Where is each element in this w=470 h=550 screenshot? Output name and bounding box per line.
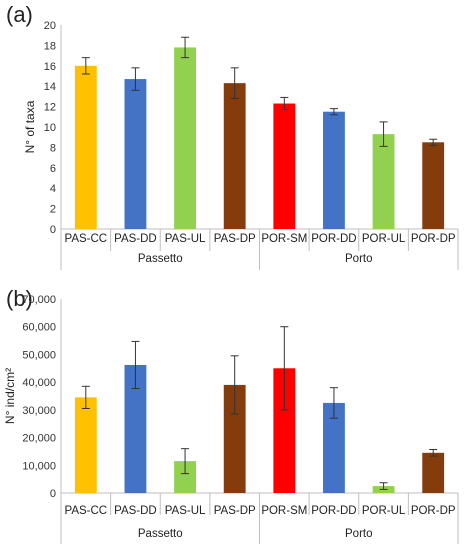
bar-pas-dd [124,79,147,229]
x-tick-label: PAS-UL [165,233,206,245]
x-tick-label: POR-SM [261,233,307,245]
x-tick-label: POR-DD [311,505,356,517]
y-tick-label: 30,000 [22,405,56,417]
bar-por-dd [323,402,345,493]
x-tick-label: POR-DP [411,505,456,517]
bar-por-dd [323,111,345,229]
y-tick-label: 10 [44,122,56,134]
y-tick-label: 10,000 [22,460,56,472]
chart-panel-b: (b) N° ind/cm² 0 10,000 20,000 30,000 40,000 50… [3,286,459,544]
y-tick-label: 6 [50,163,56,175]
x-tick-label: PAS-DD [114,505,157,517]
bar-por-sm [273,368,296,493]
x-tick-label: POR-DD [311,233,356,245]
x-tick-label: POR-UL [362,505,406,517]
panel-label: (a) [6,2,33,27]
chart-panel-a: (a) N° of taxa 0 2 4 6 8 10 12 14 16 18 20 PAS-CC PAS-… [6,2,459,270]
group-label: Passetto [138,528,183,540]
bar-por-dp [422,452,445,493]
x-tick-label: PAS-CC [65,233,108,245]
bar-pas-dp [223,384,246,493]
bar-por-sm [273,103,296,229]
bar-pas-ul [174,461,196,493]
y-tick-label: 4 [50,183,56,195]
x-tick-label: PAS-DP [214,233,256,245]
y-tick-label: 14 [44,81,56,93]
x-tick-label: PAS-CC [65,505,108,517]
x-tick-label: PAS-DP [214,505,256,517]
y-tick-label: 16 [44,61,56,73]
x-tick-label: POR-SM [261,505,307,517]
y-axis-title: N° of taxa [23,100,37,153]
y-tick-label: 20 [44,20,56,32]
bar-por-dp [422,142,445,229]
y-tick-label: 2 [50,204,56,216]
panel-label: (b) [6,286,33,311]
bar-pas-dd [124,364,147,493]
y-axis-title: N° ind/cm² [3,368,17,424]
y-tick-label: 12 [44,102,56,114]
y-tick-label: 18 [44,40,56,52]
y-tick-label: 0 [50,224,56,236]
bar-pas-ul [174,47,196,229]
bar-pas-dp [223,83,246,229]
group-label: Porto [345,528,373,540]
y-tick-label: 40,000 [22,377,56,389]
bar-pas-cc [74,397,97,493]
group-label: Porto [345,253,373,265]
bar-por-ul [372,134,395,229]
y-tick-label: 70,000 [22,294,56,306]
group-label: Passetto [138,253,183,265]
x-tick-label: POR-DP [411,233,456,245]
x-tick-label: PAS-DD [114,233,157,245]
y-tick-label: 8 [50,142,56,154]
x-tick-label: POR-UL [362,233,406,245]
y-tick-label: 20,000 [22,433,56,445]
bar-pas-cc [74,65,97,229]
y-tick-label: 50,000 [22,349,56,361]
y-tick-label: 60,000 [22,322,56,334]
x-tick-label: PAS-UL [165,505,206,517]
y-tick-label: 0 [50,488,56,500]
